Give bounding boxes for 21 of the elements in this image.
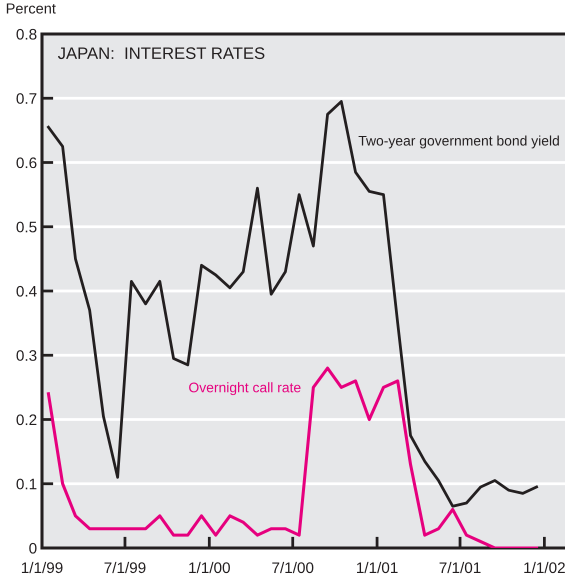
x-tick-label: 7/1/01 <box>440 562 481 574</box>
x-tick-label: 1/1/01 <box>356 562 398 574</box>
y-tick-label: 0.5 <box>16 222 36 232</box>
y-tick-label: 0.3 <box>16 350 36 361</box>
y-axis-title: Percent <box>6 3 56 14</box>
y-tick-label: 0.6 <box>16 157 36 168</box>
x-tick-label: 7/1/99 <box>104 562 146 574</box>
line-series <box>46 366 538 548</box>
y-tick-label: 0.4 <box>16 286 37 297</box>
series-label: Overnight call rate <box>189 382 301 396</box>
x-tick-label: 1/1/99 <box>22 562 63 574</box>
series-label: Two-year government bond yield <box>358 135 559 148</box>
y-tick-label: 0.2 <box>16 414 36 426</box>
x-tick-label: 1/1/00 <box>189 562 230 574</box>
y-tick-label: 0.8 <box>16 28 36 40</box>
x-tick-label: 1/1/02 <box>524 562 565 574</box>
y-tick-label: 0.1 <box>16 478 36 490</box>
text: JAPAN: INTEREST RATES <box>58 47 264 60</box>
y-tick-label: 0 <box>29 542 37 554</box>
y-tick-label: 0.7 <box>16 93 36 104</box>
x-tick-label: 7/1/00 <box>272 562 314 574</box>
